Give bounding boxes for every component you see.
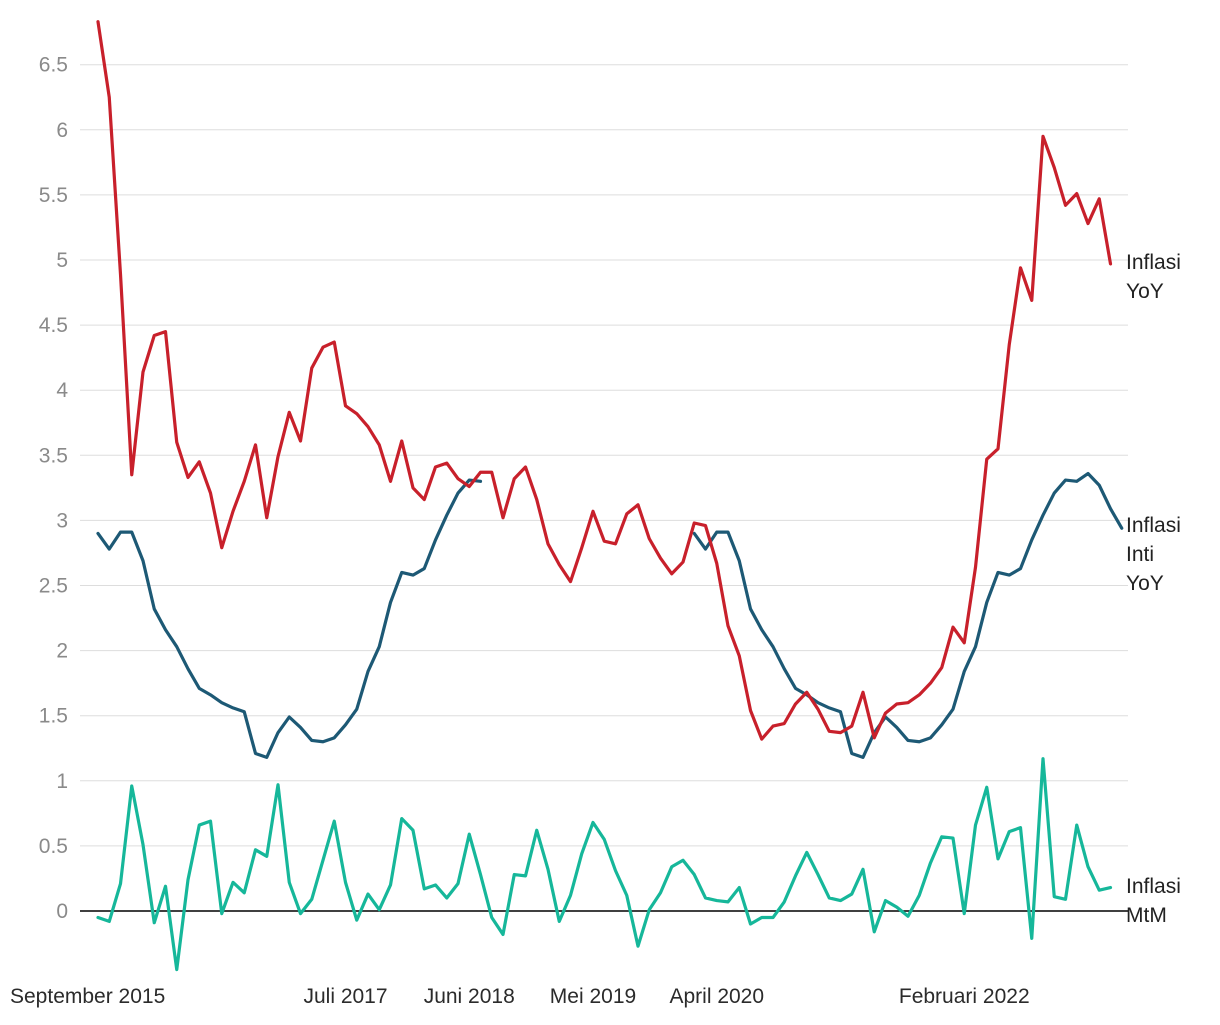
y-tick-label: 3.5 — [39, 444, 68, 467]
x-tick-label: Juni 2018 — [424, 985, 515, 1008]
series-label-line: Inflasi — [1126, 251, 1181, 274]
y-tick-label: 1.5 — [39, 705, 68, 728]
series-label-line: Inti — [1126, 543, 1154, 566]
y-tick-label: 5.5 — [39, 184, 68, 207]
y-tick-label: 6 — [56, 119, 68, 142]
y-tick-label: 3 — [56, 509, 68, 532]
y-tick-label: 4.5 — [39, 314, 68, 337]
x-tick-label: Februari 2022 — [899, 985, 1030, 1008]
series-label-line: Inflasi — [1126, 875, 1181, 898]
y-tick-label: 2.5 — [39, 575, 68, 598]
series-labels: Inflasi YoY Inflasi Inti YoY Inflasi MtM — [1126, 251, 1181, 927]
series-label-line: YoY — [1126, 280, 1164, 303]
y-axis-ticks: 0 0.5 1 1.5 2 2.5 3 3.5 4 4.5 5 5.5 6 6.5 — [39, 54, 69, 923]
series-label-line: Inflasi — [1126, 514, 1181, 537]
series-label-inflasi-yoy: Inflasi YoY — [1126, 251, 1181, 303]
y-tick-label: 4 — [56, 379, 68, 402]
y-tick-label: 6.5 — [39, 54, 68, 77]
series-label-inflasi-inti-yoy: Inflasi Inti YoY — [1126, 514, 1181, 595]
y-tick-label: 0 — [56, 900, 68, 923]
y-tick-label: 0.5 — [39, 835, 68, 858]
x-tick-label: Juli 2017 — [303, 985, 387, 1008]
y-tick-label: 2 — [56, 640, 68, 663]
series-label-inflasi-mtm: Inflasi MtM — [1126, 875, 1181, 927]
series-label-line: MtM — [1126, 904, 1167, 927]
series-line-inflasi-inti-yoy — [96, 471, 1124, 759]
x-axis-ticks: September 2015 Juli 2017 Juni 2018 Mei 2019… — [10, 985, 1030, 1008]
series-line-inflasi-mtm — [96, 757, 1113, 972]
gridlines — [80, 64, 1128, 912]
y-tick-label: 1 — [56, 770, 68, 793]
x-tick-label: April 2020 — [669, 985, 764, 1008]
y-tick-label: 5 — [56, 249, 68, 272]
series-label-line: YoY — [1126, 572, 1164, 595]
series-lines — [96, 20, 1124, 972]
x-tick-label: September 2015 — [10, 985, 165, 1008]
x-tick-label: Mei 2019 — [550, 985, 636, 1008]
series-line-inflasi-yoy — [96, 20, 1113, 741]
